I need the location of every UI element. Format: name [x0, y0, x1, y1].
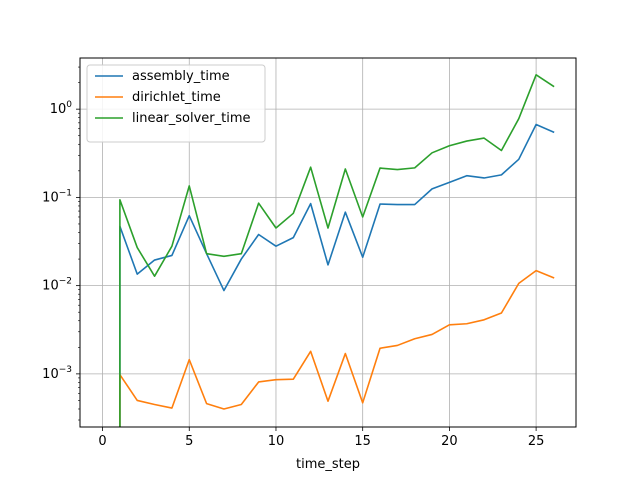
legend: assembly_time dirichlet_time linear_solver…: [86, 64, 266, 143]
legend-label: assembly_time: [132, 69, 230, 84]
plot-frame: [79, 57, 577, 428]
series-line-dirichlet-time: [119, 269, 555, 427]
x-tick-label: 20: [441, 434, 458, 449]
y-tick-label: 10−1: [42, 188, 72, 205]
x-tick-label: 5: [185, 434, 193, 449]
series-layer: [119, 74, 555, 427]
series-line-linear-solver-time: [119, 74, 555, 427]
y-axis: 10−3 10−2 10−1 100: [42, 66, 80, 421]
y-tick-label: 10−3: [42, 365, 72, 382]
legend-label: dirichlet_time: [132, 90, 221, 105]
x-tick-label: 15: [354, 434, 371, 449]
legend-label: linear_solver_time: [132, 111, 251, 126]
x-tick-label: 10: [268, 434, 285, 449]
x-axis: 0 5 10 15 20 25: [98, 427, 544, 449]
x-axis-label: time_step: [296, 457, 360, 472]
y-tick-label: 10−2: [42, 277, 72, 294]
legend-box: [86, 64, 266, 143]
series-line-assembly-time: [119, 123, 555, 427]
grid: [80, 58, 576, 427]
x-tick-label: 25: [528, 434, 545, 449]
y-tick-label: 100: [50, 100, 73, 117]
x-tick-label: 0: [98, 434, 106, 449]
